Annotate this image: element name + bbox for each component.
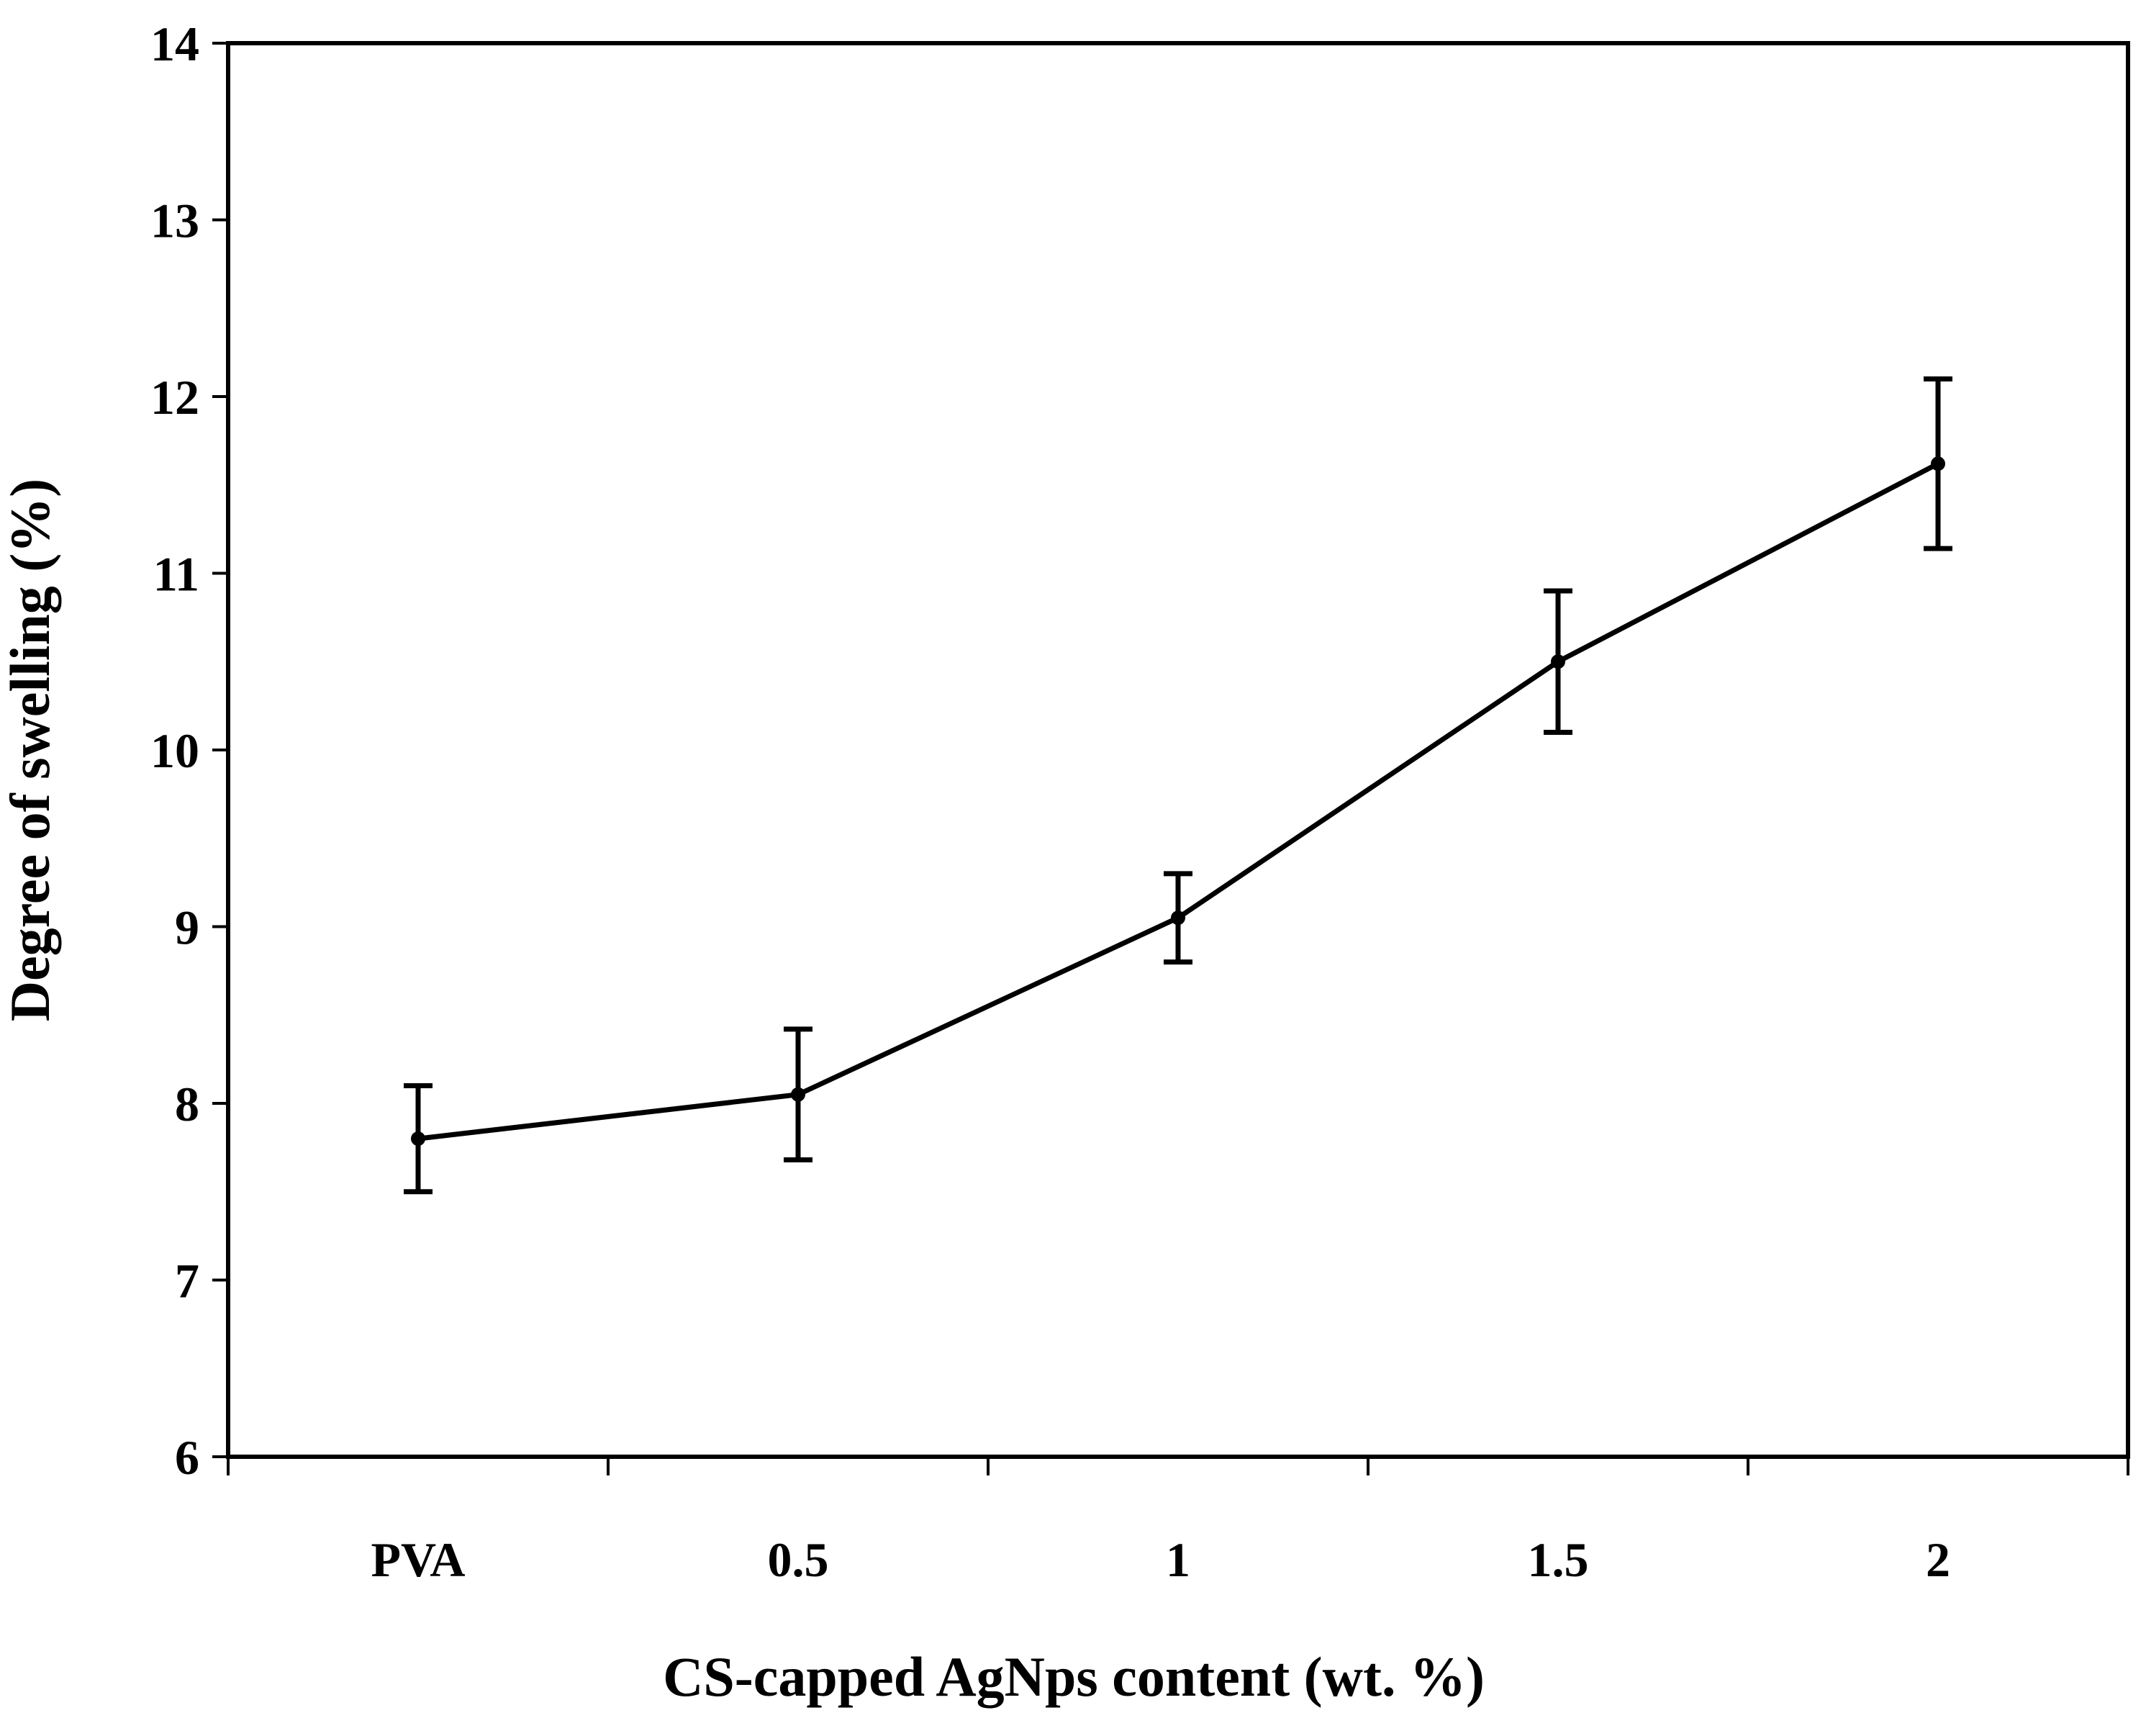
- y-tick-label: 12: [150, 370, 199, 425]
- x-axis-title: CS-capped AgNps content (wt. %): [663, 1645, 1485, 1708]
- y-tick-label: 14: [150, 17, 199, 71]
- y-axis-title: Degree of swelling (%): [0, 479, 61, 1022]
- y-tick-label: 9: [175, 900, 199, 955]
- data-point: [1171, 910, 1185, 926]
- plot-frame: [226, 41, 2130, 1459]
- data-point: [1551, 654, 1565, 669]
- data-point: [1931, 456, 1945, 471]
- y-tick-label: 6: [175, 1430, 199, 1485]
- y-tick-label: 8: [175, 1077, 199, 1131]
- series-group: [404, 376, 1952, 1195]
- y-tick-label: 13: [150, 194, 199, 248]
- series-line: [417, 461, 1939, 1141]
- x-axis: PVA 0.5 1 1.5 2: [227, 1457, 2129, 1587]
- x-tick-label: 1.5: [1528, 1532, 1589, 1587]
- y-axis: 6 7 8 9 10 11 12 13 14: [150, 17, 228, 1485]
- x-tick-label: PVA: [371, 1532, 466, 1587]
- x-tick-label: 2: [1926, 1532, 1950, 1587]
- y-tick-label: 10: [150, 723, 199, 778]
- data-point: [411, 1131, 425, 1147]
- x-tick-label: 1: [1166, 1532, 1190, 1587]
- x-tick-label: 0.5: [768, 1532, 829, 1587]
- data-point: [791, 1087, 805, 1102]
- y-tick-label: 11: [153, 547, 199, 602]
- y-tick-label: 7: [175, 1254, 199, 1308]
